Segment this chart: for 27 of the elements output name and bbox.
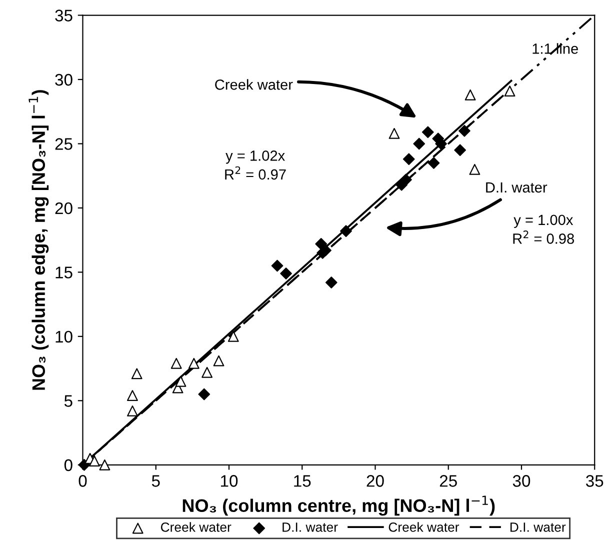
legend-label: Creek water — [160, 522, 232, 532]
y-tick-label: 10 — [56, 330, 72, 343]
x-tick-label: 15 — [294, 475, 311, 487]
annotation: D.I. water — [486, 182, 548, 193]
y-tick-label: 0 — [64, 459, 72, 472]
annotation: y = 1.02x R$^{2}$ = 0.97 — [225, 150, 286, 180]
legend-label: D.I. water — [510, 522, 566, 532]
y-tick-label: 20 — [55, 202, 72, 214]
x-tick-label: 35 — [586, 475, 604, 487]
annotation: 1:1 line — [532, 43, 578, 54]
y-axis-title: NO₃ (column edge, mg [NO₃-N] l$^{−1}$) — [28, 90, 49, 390]
legend-label: Creek water — [388, 522, 460, 532]
x-tick-label: 5 — [152, 475, 160, 487]
x-tick-label: 25 — [440, 475, 457, 487]
x-tick-label: 10 — [221, 475, 238, 487]
x-tick-label: 20 — [366, 475, 384, 487]
legend-label: D.I. water — [282, 522, 338, 532]
y-tick-label: 25 — [55, 138, 72, 150]
annotation: y = 1.00x R$^{2}$ = 0.98 — [513, 214, 574, 244]
y-tick-label: 15 — [56, 266, 72, 278]
x-tick-label: 30 — [512, 475, 530, 487]
x-axis-title: NO₃ (column centre, mg [NO₃-N] l$^{−1}$) — [182, 496, 495, 516]
y-tick-label: 5 — [64, 395, 72, 407]
annotation: Creek water — [215, 79, 293, 90]
y-tick-label: 35 — [55, 10, 72, 22]
y-tick-label: 30 — [55, 74, 72, 86]
x-tick-label: 0 — [78, 475, 87, 487]
